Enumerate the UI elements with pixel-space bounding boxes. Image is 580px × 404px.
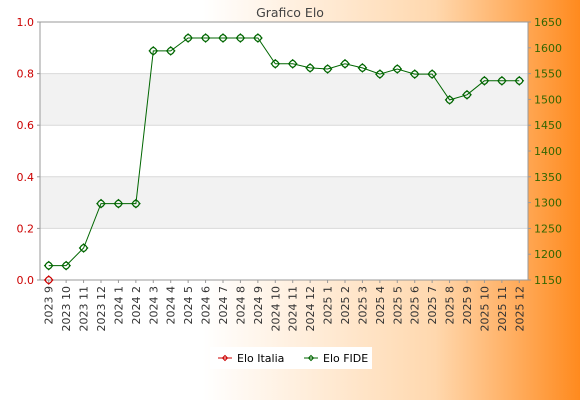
plot-band	[40, 73, 528, 126]
data-point-ring	[323, 65, 332, 73]
legend: Elo Italia Elo FIDE	[210, 347, 372, 369]
data-point-ring	[358, 64, 367, 72]
x-axis-tick-label: 2023 10	[60, 286, 73, 332]
x-axis-tick-label: 2025 5	[391, 286, 404, 325]
data-point-ring	[184, 34, 192, 42]
data-point-ring	[428, 70, 436, 78]
right-axis-tick-label: 1600	[534, 42, 562, 55]
legend-swatch-marker	[221, 354, 229, 362]
x-axis-tick-label: 2024 10	[269, 286, 282, 332]
plot-background	[40, 22, 528, 280]
right-axis-tick-label: 1450	[534, 119, 562, 132]
left-axis-tick-label: 1.0	[17, 16, 35, 29]
x-axis-tick-label: 2025 2	[339, 286, 352, 325]
data-point-ring	[201, 34, 210, 42]
x-axis-tick-label: 2024 11	[287, 286, 300, 332]
data-point-ring	[288, 59, 297, 68]
right-axis-tick-label: 1500	[534, 93, 562, 106]
x-axis-tick-label: 2025 8	[444, 286, 457, 325]
left-axis-tick-label: 0.8	[17, 68, 35, 81]
x-axis-tick-label: 2023 9	[43, 286, 56, 325]
x-axis-tick-label: 2025 7	[426, 286, 439, 325]
plot-band	[40, 176, 528, 229]
right-axis-tick-label: 1250	[534, 222, 562, 235]
data-point-ring	[97, 199, 105, 208]
left-axis-tick-label: 0.2	[17, 222, 35, 235]
x-axis-tick-label: 2024 6	[200, 286, 213, 325]
plot-area	[40, 22, 528, 280]
data-point-ring	[254, 34, 262, 42]
right-y-axis: 1150 1200 1250 1300 1350 1400 1450 1500 1550 1600…	[528, 16, 562, 287]
data-point-ring	[271, 59, 280, 68]
right-axis-tick-label: 1400	[534, 145, 562, 158]
x-axis-tick-label: 2024 8	[234, 286, 247, 325]
data-point-ring	[219, 34, 227, 42]
data-point-ring	[498, 77, 506, 85]
data-point-ring	[44, 276, 53, 284]
right-axis-tick-label: 1150	[534, 274, 562, 287]
left-axis-tick-label: 0.6	[17, 119, 35, 132]
data-point-ring	[515, 77, 524, 85]
chart-title: Grafico Elo	[256, 5, 324, 20]
legend-swatch-marker	[307, 354, 315, 362]
legend-box	[210, 347, 372, 369]
data-point-ring	[445, 96, 454, 104]
data-point-ring	[149, 47, 158, 55]
data-point-ring	[114, 199, 123, 208]
x-axis-tick-label: 2023 11	[78, 286, 91, 332]
x-axis-tick-label: 2025 4	[374, 286, 387, 325]
x-axis-tick-label: 2024 12	[304, 286, 317, 332]
x-axis-tick-label: 2024 7	[217, 286, 230, 325]
data-point-ring	[393, 65, 402, 73]
x-axis-tick-label: 2025 12	[513, 286, 526, 332]
data-point-ring	[463, 90, 471, 99]
legend-label: Elo Italia	[237, 352, 284, 365]
right-axis-tick-label: 1350	[534, 171, 562, 184]
data-point-ring	[306, 64, 314, 72]
data-point-ring	[341, 59, 349, 68]
x-axis-tick-label: 2024 9	[252, 286, 265, 325]
data-point-ring	[132, 199, 140, 208]
x-axis-tick-label: 2025 11	[496, 286, 509, 332]
x-axis-tick-label: 2025 1	[322, 286, 335, 325]
x-axis-tick-label: 2024 3	[147, 286, 160, 325]
right-axis-tick-label: 1200	[534, 248, 562, 261]
data-point-ring	[236, 34, 245, 42]
left-axis-tick-label: 0.4	[17, 171, 35, 184]
data-point-ring	[410, 70, 419, 78]
series-line-1	[48, 37, 520, 267]
series-layer	[43, 33, 525, 285]
right-axis-tick-label: 1650	[534, 16, 562, 29]
data-point-ring	[376, 70, 384, 78]
x-axis: 2023 9 2023 10 2023 11 2023 12 2024 1 2024 2 2…	[43, 280, 526, 332]
left-y-axis: 0.0 0.2 0.4 0.6 0.8 1.0	[17, 16, 40, 287]
data-point-ring	[480, 77, 489, 85]
right-axis-tick-label: 1300	[534, 197, 562, 210]
x-axis-tick-label: 2024 2	[130, 286, 143, 325]
data-point-ring	[44, 261, 53, 270]
x-axis-tick-label: 2024 4	[165, 286, 178, 325]
data-point-ring	[166, 47, 175, 55]
right-axis-tick-label: 1550	[534, 68, 562, 81]
x-axis-tick-label: 2025 3	[356, 286, 369, 325]
x-axis-tick-label: 2025 6	[409, 286, 422, 325]
x-axis-tick-label: 2024 1	[112, 286, 125, 325]
x-axis-tick-label: 2023 12	[95, 286, 108, 332]
legend-label: Elo FIDE	[323, 352, 368, 365]
grid-lines	[39, 21, 529, 281]
data-point-ring	[62, 261, 70, 270]
x-axis-tick-label: 2025 10	[478, 286, 491, 332]
data-point-ring	[79, 244, 88, 252]
left-axis-tick-label: 0.0	[17, 274, 35, 287]
x-axis-tick-label: 2025 9	[461, 286, 474, 325]
x-axis-tick-label: 2024 5	[182, 286, 195, 325]
